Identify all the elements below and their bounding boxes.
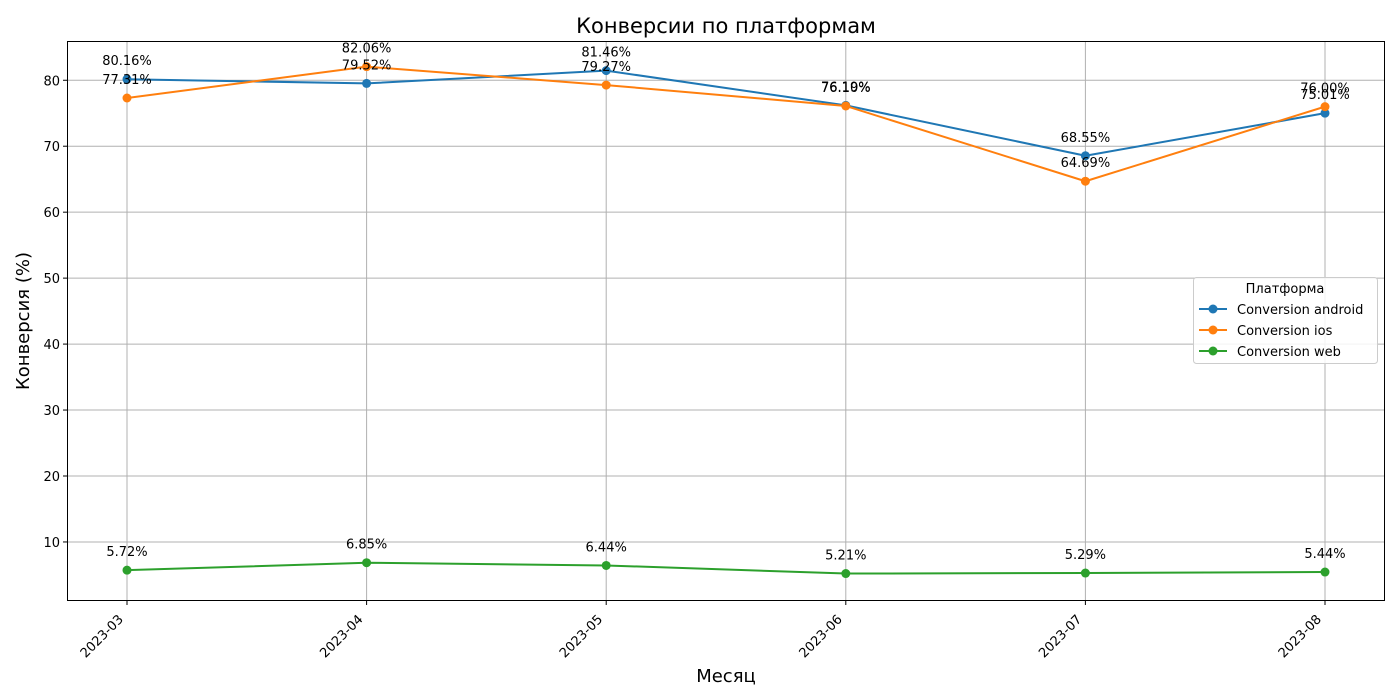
data-label-0-1: 79.52% [342,58,392,73]
data-point-2-0 [122,565,132,575]
series-group [122,62,1330,579]
y-tick-label: 70 [43,140,60,155]
data-label-1-2: 79.27% [581,60,631,75]
legend-marker-2 [1208,346,1218,356]
data-label-0-3: 76.19% [821,80,871,95]
chart-title: Конверсии по платформам [576,14,876,38]
data-point-1-5 [1320,102,1330,112]
data-label-2-2: 6.44% [586,540,627,555]
data-point-2-4 [1080,568,1090,578]
legend-marker-1 [1208,325,1218,335]
data-point-2-2 [601,560,611,570]
data-label-2-4: 5.29% [1065,548,1106,563]
data-point-0-5 [1320,108,1330,118]
series-line-2 [126,561,1326,575]
series-line-0 [126,69,1326,157]
data-point-0-0 [122,74,132,84]
data-labels: 80.16% 79.52% 81.46% 76.19% 68.55% 75.01% 77.3… [102,42,1350,564]
data-point-2-1 [362,558,372,568]
data-point-1-4 [1080,176,1090,186]
y-tick-label: 20 [43,470,60,485]
data-point-1-1 [362,62,372,72]
data-point-2-5 [1320,567,1330,577]
y-tick-label: 30 [43,404,60,419]
data-point-1-2 [601,80,611,90]
data-point-2-3 [841,569,851,579]
data-label-0-4: 68.55% [1061,131,1111,146]
data-label-1-3: 76.10% [821,81,871,96]
y-tick-label: 50 [43,272,60,287]
data-point-0-4 [1080,151,1090,161]
y-axis-ticks: 10 20 30 40 50 60 70 80 [43,74,68,551]
y-tick-label: 60 [43,206,60,221]
legend-marker-0 [1208,304,1218,314]
data-point-1-3 [841,101,851,111]
data-label-0-0: 80.16% [102,54,152,69]
y-tick-label: 40 [43,338,60,353]
legend-label-0: Conversion android [1237,303,1363,318]
data-label-1-0: 77.31% [102,73,152,88]
data-label-2-0: 5.72% [106,545,147,560]
legend-label-2: Conversion web [1237,345,1341,360]
legend: Платформа Conversion android Conversion i… [1193,277,1378,364]
legend-box [1193,277,1378,364]
data-point-0-1 [362,78,372,88]
grid [68,42,1384,600]
data-point-1-0 [122,93,132,103]
legend-title: Платформа [1246,282,1325,297]
data-label-1-5: 76.00% [1300,82,1350,97]
y-tick-label: 80 [43,74,60,89]
y-axis-title: Конверсия (%) [13,252,34,390]
legend-label-1: Conversion ios [1237,324,1333,339]
data-label-2-5: 5.44% [1304,547,1345,562]
x-axis-title: Месяц [696,666,756,687]
data-label-2-3: 5.21% [825,549,866,564]
data-label-0-5: 75.01% [1300,88,1350,103]
data-label-2-1: 6.85% [346,538,387,553]
series-line-1 [126,65,1326,183]
data-point-0-2 [601,66,611,76]
data-label-0-2: 81.46% [581,46,631,61]
y-tick-label: 10 [43,536,60,551]
plot-frame [67,41,1385,601]
data-label-1-4: 64.69% [1061,156,1111,171]
data-label-1-1: 82.06% [342,42,392,57]
